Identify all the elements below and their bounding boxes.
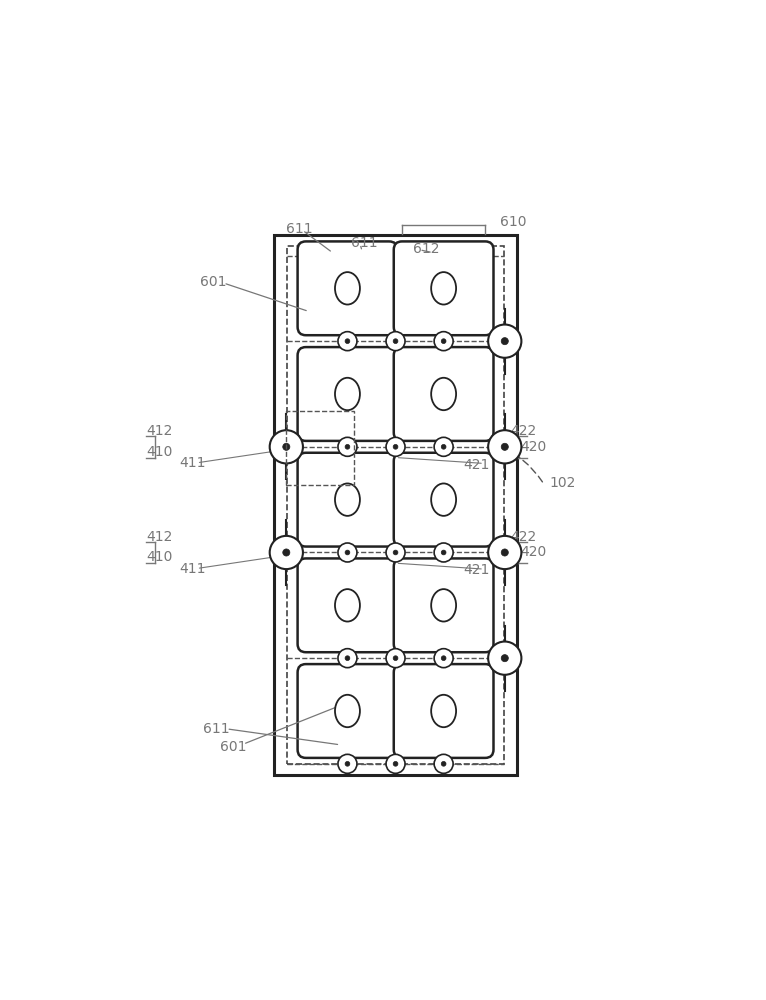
Ellipse shape (431, 483, 456, 516)
Circle shape (283, 549, 290, 556)
Text: 612: 612 (414, 242, 440, 256)
Circle shape (345, 656, 350, 661)
Circle shape (488, 642, 522, 675)
Circle shape (441, 444, 446, 449)
Circle shape (488, 430, 522, 463)
Circle shape (283, 443, 290, 450)
Circle shape (386, 754, 405, 773)
Circle shape (338, 437, 357, 456)
FancyBboxPatch shape (297, 241, 398, 335)
Circle shape (441, 550, 446, 555)
Circle shape (270, 536, 303, 569)
Circle shape (393, 550, 398, 555)
Circle shape (338, 754, 357, 773)
Text: 420: 420 (521, 545, 547, 559)
FancyBboxPatch shape (297, 558, 398, 652)
Text: 611: 611 (351, 236, 378, 250)
Ellipse shape (431, 589, 456, 622)
Bar (286, 411, 354, 485)
Circle shape (386, 332, 405, 351)
Circle shape (434, 332, 453, 351)
FancyBboxPatch shape (394, 347, 493, 441)
Circle shape (338, 649, 357, 668)
Text: 412: 412 (146, 424, 172, 438)
FancyBboxPatch shape (297, 453, 398, 547)
Text: 410: 410 (146, 445, 172, 459)
Circle shape (345, 339, 350, 344)
Text: 412: 412 (146, 530, 172, 544)
Circle shape (393, 339, 398, 344)
Circle shape (441, 339, 446, 344)
Circle shape (393, 444, 398, 449)
Circle shape (488, 325, 522, 358)
Circle shape (393, 656, 398, 661)
Circle shape (270, 430, 303, 463)
FancyBboxPatch shape (394, 241, 493, 335)
Circle shape (386, 437, 405, 456)
Bar (287, 246, 504, 764)
Circle shape (501, 338, 509, 345)
Text: 422: 422 (511, 530, 537, 544)
Text: 601: 601 (221, 740, 247, 754)
Circle shape (345, 550, 350, 555)
Text: 611: 611 (202, 722, 229, 736)
Circle shape (441, 656, 446, 661)
Ellipse shape (335, 695, 360, 727)
Text: 420: 420 (521, 440, 547, 454)
Text: 411: 411 (178, 562, 205, 576)
Circle shape (338, 543, 357, 562)
Circle shape (434, 437, 453, 456)
Ellipse shape (335, 378, 360, 410)
Circle shape (441, 761, 446, 766)
Text: 422: 422 (511, 424, 537, 438)
Circle shape (345, 444, 350, 449)
Text: 601: 601 (200, 275, 226, 289)
Ellipse shape (431, 272, 456, 305)
Text: 102: 102 (550, 476, 576, 490)
Text: 611: 611 (286, 222, 313, 236)
Text: 411: 411 (178, 456, 205, 470)
Circle shape (488, 536, 522, 569)
Text: 421: 421 (463, 563, 489, 577)
Circle shape (386, 649, 405, 668)
FancyBboxPatch shape (394, 453, 493, 547)
FancyBboxPatch shape (394, 664, 493, 758)
Circle shape (501, 655, 509, 662)
Ellipse shape (431, 695, 456, 727)
Bar (274, 235, 517, 775)
Circle shape (345, 761, 350, 766)
Circle shape (434, 649, 453, 668)
Circle shape (434, 754, 453, 773)
Circle shape (386, 543, 405, 562)
Ellipse shape (431, 378, 456, 410)
Circle shape (434, 543, 453, 562)
Circle shape (501, 549, 509, 556)
FancyBboxPatch shape (394, 558, 493, 652)
Ellipse shape (335, 272, 360, 305)
FancyBboxPatch shape (297, 664, 398, 758)
Text: 610: 610 (500, 215, 526, 229)
Ellipse shape (335, 483, 360, 516)
Circle shape (338, 332, 357, 351)
Ellipse shape (335, 589, 360, 622)
Circle shape (501, 443, 509, 450)
Text: 410: 410 (146, 550, 172, 564)
Circle shape (393, 761, 398, 766)
FancyBboxPatch shape (297, 347, 398, 441)
Text: 421: 421 (463, 458, 489, 472)
